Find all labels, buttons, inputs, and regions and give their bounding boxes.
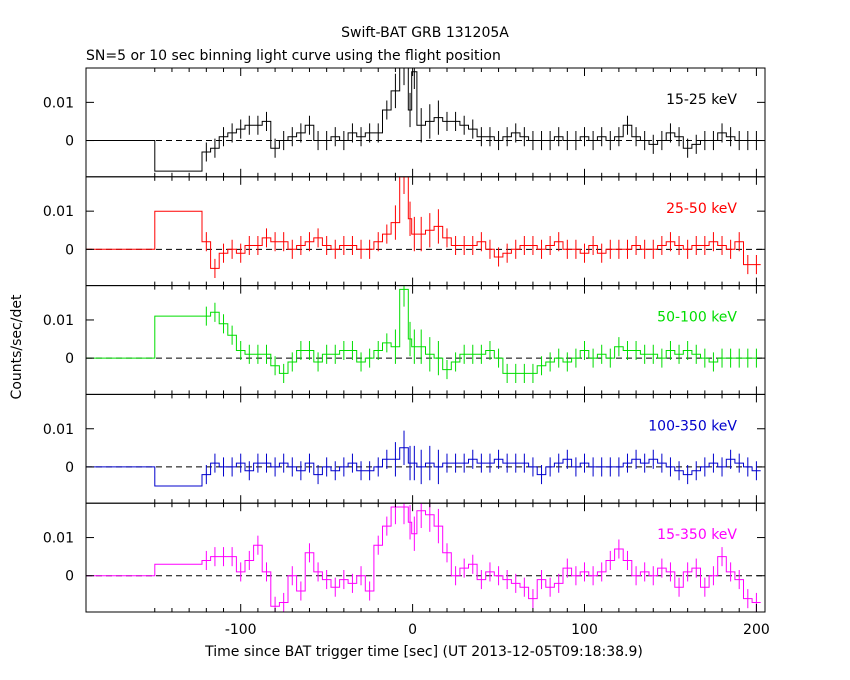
y-tick-label: 0 bbox=[65, 569, 74, 585]
panel-15-350-keV: 0 0.01 15-350 keV bbox=[43, 502, 766, 613]
series-label: 25-50 keV bbox=[666, 201, 737, 217]
y-tick-label: 0 bbox=[65, 460, 74, 476]
y-tick-label: 0 bbox=[65, 351, 74, 367]
y-tick-label: 0.01 bbox=[43, 313, 74, 329]
chart-title: Swift-BAT GRB 131205A bbox=[341, 25, 509, 41]
x-tick-label: -100 bbox=[225, 622, 257, 638]
y-tick-label: 0.01 bbox=[43, 204, 74, 220]
y-tick-label: 0.01 bbox=[43, 422, 74, 438]
panel-100-350-keV: 0 0.01 100-350 keV bbox=[43, 393, 766, 504]
x-tick-label: 200 bbox=[743, 622, 770, 638]
y-axis-label: Counts/sec/det bbox=[9, 294, 25, 399]
y-tick-label: 0.01 bbox=[43, 531, 74, 547]
series-line bbox=[86, 288, 761, 374]
chart-subtitle: SN=5 or 10 sec binning light curve using… bbox=[86, 48, 501, 64]
series-line bbox=[86, 447, 761, 487]
series-line bbox=[86, 176, 761, 269]
panel-15-25-keV: 0 0.01 15-25 keV bbox=[43, 67, 766, 178]
series-label: 15-350 keV bbox=[657, 527, 737, 543]
y-tick-label: 0 bbox=[65, 134, 74, 150]
panel-frame bbox=[85, 285, 766, 395]
series-line bbox=[86, 68, 761, 172]
series-label: 100-350 keV bbox=[648, 418, 737, 434]
series-label: 15-25 keV bbox=[666, 92, 737, 108]
panel-25-50-keV: 0 0.01 25-50 keV bbox=[43, 176, 766, 287]
x-axis-label: Time since BAT trigger time [sec] (UT 20… bbox=[204, 644, 643, 660]
series-line bbox=[86, 506, 761, 607]
error-bars bbox=[205, 430, 757, 485]
panels-group: 0 0.01 15-25 keV 0 0.01 25-50 keV 0 0.01 50-100 … bbox=[43, 67, 770, 638]
error-bars bbox=[205, 285, 757, 383]
error-bars bbox=[205, 68, 757, 162]
error-bars bbox=[205, 176, 757, 278]
error-bars bbox=[205, 503, 757, 613]
panel-frame bbox=[85, 502, 766, 613]
y-tick-label: 0.01 bbox=[43, 95, 74, 111]
x-tick-label: 0 bbox=[408, 622, 417, 638]
series-label: 50-100 keV bbox=[657, 310, 737, 326]
y-tick-label: 0 bbox=[65, 242, 74, 258]
panel-50-100-keV: 0 0.01 50-100 keV bbox=[43, 285, 766, 395]
panel-frame bbox=[85, 393, 766, 504]
x-tick-label: 100 bbox=[571, 622, 598, 638]
